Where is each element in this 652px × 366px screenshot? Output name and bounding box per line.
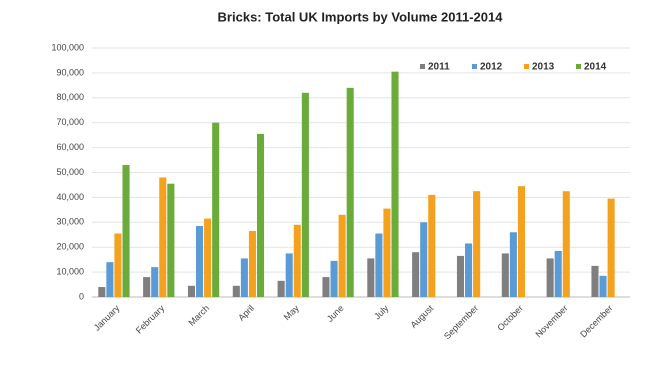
bar bbox=[98, 287, 106, 297]
bar bbox=[391, 71, 399, 297]
x-tick-label: February bbox=[134, 303, 167, 336]
x-tick-label: January bbox=[92, 303, 122, 333]
bar bbox=[412, 252, 420, 297]
legend-swatch bbox=[576, 64, 581, 69]
bar bbox=[167, 183, 175, 297]
x-tick-label: March bbox=[186, 303, 211, 328]
bar bbox=[322, 277, 330, 297]
legend-swatch bbox=[524, 64, 529, 69]
bar bbox=[256, 133, 265, 297]
y-tick-label: 30,000 bbox=[56, 217, 84, 227]
bar bbox=[383, 208, 391, 297]
x-tick-label: August bbox=[408, 303, 435, 330]
bar bbox=[428, 194, 436, 297]
bar bbox=[591, 265, 599, 297]
bar bbox=[106, 262, 114, 297]
bar bbox=[232, 285, 240, 297]
bar bbox=[367, 258, 375, 297]
x-tick-label: December bbox=[578, 303, 614, 339]
legend-label: 2014 bbox=[584, 62, 607, 73]
bar bbox=[196, 226, 204, 297]
bar bbox=[330, 260, 338, 297]
y-tick-label: 100,000 bbox=[51, 42, 84, 52]
bar bbox=[501, 253, 509, 297]
bar bbox=[562, 191, 570, 297]
bar bbox=[143, 277, 151, 297]
y-tick-label: 40,000 bbox=[56, 192, 84, 202]
bar bbox=[159, 177, 167, 297]
bar bbox=[554, 250, 562, 297]
y-tick-label: 90,000 bbox=[56, 67, 84, 77]
y-tick-label: 0 bbox=[79, 291, 84, 301]
legend-swatch bbox=[420, 64, 425, 69]
bar bbox=[456, 255, 465, 297]
x-tick-label: June bbox=[325, 303, 346, 324]
bar bbox=[546, 258, 554, 297]
legend-label: 2013 bbox=[532, 62, 555, 73]
x-tick-label: November bbox=[533, 303, 569, 339]
bar bbox=[517, 186, 525, 297]
legend-label: 2011 bbox=[428, 62, 450, 73]
x-tick-label: July bbox=[372, 303, 391, 322]
bar bbox=[240, 258, 248, 297]
bar bbox=[420, 222, 428, 297]
bar bbox=[338, 214, 346, 297]
y-tick-label: 50,000 bbox=[56, 167, 84, 177]
bar bbox=[187, 285, 196, 297]
bar bbox=[599, 275, 607, 297]
bar bbox=[465, 243, 473, 297]
chart-title: Bricks: Total UK Imports by Volume 2011-… bbox=[218, 9, 504, 24]
bar bbox=[607, 198, 615, 297]
bar bbox=[212, 122, 220, 297]
y-tick-label: 20,000 bbox=[56, 242, 84, 252]
y-tick-label: 10,000 bbox=[56, 266, 84, 276]
y-tick-label: 80,000 bbox=[56, 92, 84, 102]
bar bbox=[509, 232, 517, 297]
bar bbox=[285, 253, 293, 297]
x-tick-label: May bbox=[282, 303, 301, 322]
bar bbox=[473, 191, 481, 297]
bar bbox=[375, 233, 383, 297]
x-tick-label: April bbox=[236, 303, 256, 323]
bar bbox=[293, 224, 301, 297]
y-tick-label: 70,000 bbox=[56, 117, 84, 127]
bar bbox=[248, 231, 256, 297]
bar bbox=[301, 92, 309, 297]
legend-label: 2012 bbox=[480, 62, 503, 73]
bar bbox=[114, 233, 122, 297]
y-tick-label: 60,000 bbox=[56, 142, 84, 152]
bar bbox=[277, 280, 285, 297]
x-tick-label: October bbox=[495, 303, 525, 333]
bar bbox=[151, 267, 159, 297]
bar bbox=[346, 87, 354, 297]
bar bbox=[204, 218, 212, 297]
x-tick-label: September bbox=[442, 303, 480, 341]
legend-swatch bbox=[472, 64, 477, 69]
bar bbox=[122, 165, 130, 297]
